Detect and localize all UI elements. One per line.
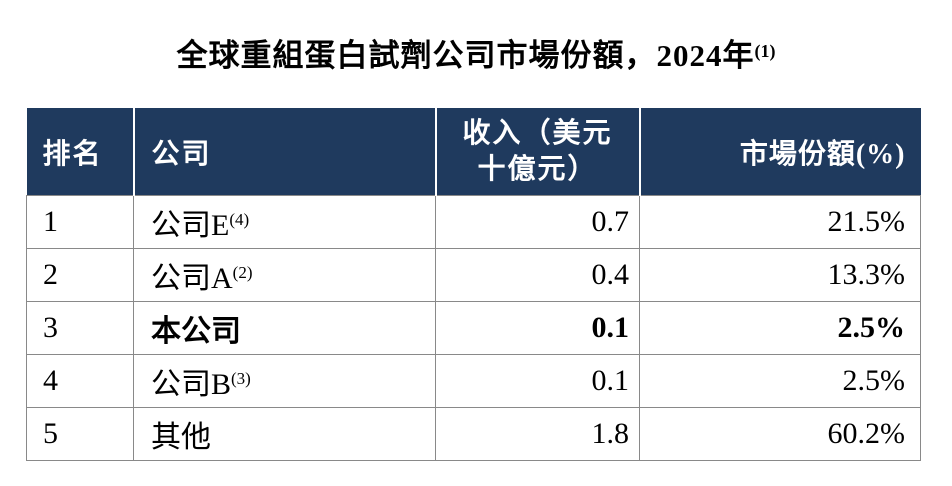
rank-cell: 3 (26, 301, 134, 355)
company-footnote-marker: (2) (232, 263, 253, 282)
company-footnote-marker: (4) (229, 210, 250, 229)
table-header: 排名 公司 收入（美元十億元） 市場份額(%) (26, 108, 921, 196)
company-name: 公司B (151, 368, 232, 401)
title-text: 全球重組蛋白試劑公司市場份額，2024年 (176, 38, 755, 73)
rank-cell: 5 (26, 407, 134, 461)
header-row: 排名 公司 收入（美元十億元） 市場份額(%) (26, 108, 921, 196)
company-name: 公司A (151, 262, 233, 295)
company-cell: 公司B(3) (133, 354, 436, 408)
revenue-cell: 0.1 (435, 301, 640, 355)
table-body: 1 公司E(4) 0.7 21.5% 2 公司A(2) 0.4 13.3% 3 … (26, 195, 921, 461)
table-row-2: 2 公司A(2) 0.4 13.3% (26, 248, 921, 302)
market-share-cell: 2.5% (639, 354, 921, 408)
company-cell: 其他 (133, 407, 436, 461)
table-row-4: 4 公司B(3) 0.1 2.5% (26, 354, 921, 408)
rank-cell: 4 (26, 354, 134, 408)
table-title: 全球重組蛋白試劑公司市場份額，2024年(1) (0, 32, 952, 75)
rank-cell: 2 (26, 248, 134, 302)
company-cell: 公司A(2) (133, 248, 436, 302)
table-row-3-our-company: 3 本公司 0.1 2.5% (26, 301, 921, 355)
header-company: 公司 (132, 108, 436, 196)
table-row-5-others: 5 其他 1.8 60.2% (26, 407, 921, 461)
header-market-share: 市場份額(%) (638, 108, 921, 196)
header-rank: 排名 (26, 108, 134, 196)
company-name: 公司E (151, 209, 230, 242)
rank-cell: 1 (26, 195, 134, 249)
revenue-cell: 0.7 (435, 195, 640, 249)
company-cell: 公司E(4) (133, 195, 436, 249)
table-row-1: 1 公司E(4) 0.7 21.5% (26, 195, 921, 249)
market-share-cell: 2.5% (639, 301, 921, 355)
market-share-table: 排名 公司 收入（美元 十億元） 市場份額(%) 1 公司E(4) 0.7 21.… (26, 108, 921, 461)
revenue-cell: 0.4 (435, 248, 640, 302)
revenue-cell: 1.8 (435, 407, 640, 461)
revenue-cell: 0.1 (435, 354, 640, 408)
company-cell: 本公司 (133, 301, 436, 355)
header-revenue-line1: 收入（美元 (462, 117, 613, 149)
header-revenue: 收入（美元十億元） (434, 108, 640, 196)
market-share-cell: 13.3% (639, 248, 921, 302)
header-revenue-line2: 十億元） (477, 153, 598, 185)
market-share-cell: 60.2% (639, 407, 921, 461)
document-page: 全球重組蛋白試劑公司市場份額，2024年(1) 排名 公司 收入（美元十億元） … (0, 32, 952, 486)
company-name: 其他 (151, 421, 211, 454)
company-name: 本公司 (151, 315, 241, 348)
market-share-cell: 21.5% (639, 195, 921, 249)
title-footnote-marker: (1) (754, 41, 776, 61)
company-footnote-marker: (3) (231, 369, 251, 388)
